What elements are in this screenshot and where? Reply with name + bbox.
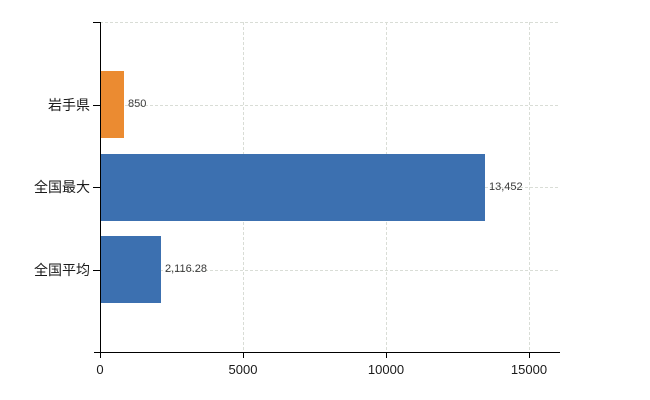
bar-岩手県	[100, 71, 124, 138]
x-axis-tick-label: 5000	[228, 362, 258, 377]
x-axis-tick	[243, 353, 244, 358]
bar-value-label: 2,116.28	[165, 263, 208, 275]
x-axis-line	[94, 352, 560, 353]
gridline-horizontal-top	[100, 22, 560, 23]
y-axis-line	[100, 22, 101, 352]
plot-area: 850 13,452 2,116.28	[100, 22, 560, 352]
y-axis-tick	[93, 187, 100, 188]
x-axis-tick	[386, 353, 387, 358]
bar-全国平均	[100, 236, 161, 303]
x-axis-tick-label: 0	[96, 362, 104, 377]
x-axis-tick	[529, 353, 530, 358]
category-label-全国最大: 全国最大	[34, 179, 90, 195]
bar-value-label: 850	[128, 98, 147, 110]
bar-value-label: 13,452	[489, 181, 523, 193]
x-axis-tick-label: 15000	[510, 362, 548, 377]
category-label-岩手県: 岩手県	[48, 97, 90, 113]
gridline-horizontal	[100, 270, 560, 271]
y-axis-tick	[93, 105, 100, 106]
category-label-全国平均: 全国平均	[34, 262, 90, 278]
bar-全国最大	[100, 154, 485, 221]
x-axis-tick-label: 10000	[367, 362, 405, 377]
gridline-horizontal	[100, 105, 560, 106]
x-axis-tick	[100, 353, 101, 358]
y-axis-tick	[93, 22, 100, 23]
y-axis-tick	[93, 270, 100, 271]
